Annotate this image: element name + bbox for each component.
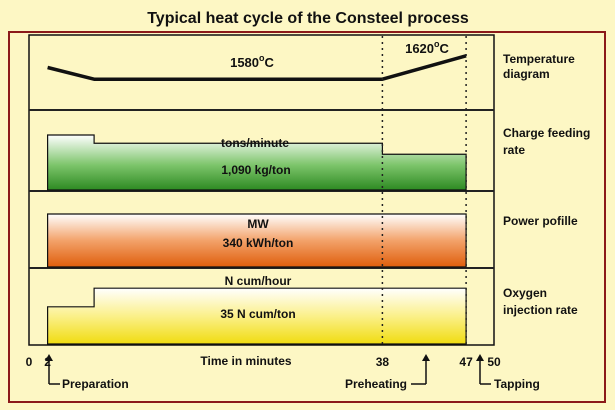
charge-feeding-area: [47, 134, 467, 191]
tapping-arrow-icon: [476, 354, 491, 385]
power-rate-label: MW: [247, 217, 269, 231]
charge-panel-label: Charge feeding rate: [503, 126, 594, 157]
diagram-title: Typical heat cycle of the Consteel proce…: [147, 10, 469, 27]
temperature-profile-line: [47, 54, 467, 81]
oxygen-panel-label: Oxygen injection rate: [503, 286, 578, 317]
temperature-mid-label: 1580oC: [230, 53, 274, 70]
x-axis-ticks: 0 2 38 47 50: [26, 355, 501, 369]
x-axis-tick-label: 38: [376, 355, 390, 369]
oxygen-total-label: 35 N cum/ton: [220, 307, 295, 321]
x-axis-tick-label: 50: [487, 355, 501, 369]
temperature-end-label: 1620oC: [405, 39, 449, 56]
outer-frame: [8, 31, 606, 403]
charge-feeding-step: [47, 134, 467, 191]
charge-total-label: 1,090 kg/ton: [221, 163, 290, 177]
x-axis-label: Time in minutes: [200, 354, 291, 368]
preparation-label: Preparation: [62, 377, 129, 391]
x-axis-tick-label: 0: [26, 355, 33, 369]
preheating-label: Preheating: [345, 377, 407, 391]
power-panel-label: Power pofille: [503, 214, 578, 228]
preheating-arrow-icon: [411, 354, 430, 385]
charge-rate-label: tons/minute: [221, 136, 289, 150]
power-total-label: 340 kWh/ton: [223, 236, 294, 250]
preparation-arrow-icon: [45, 354, 60, 385]
tapping-label: Tapping: [494, 377, 540, 391]
oxygen-rate-label: N cum/hour: [225, 274, 292, 288]
power-step: [47, 213, 467, 268]
x-axis-tick-label: 47: [459, 355, 473, 369]
temperature-panel-label: Temperature diagram: [503, 52, 578, 81]
x-axis-tick-label: 2: [44, 355, 51, 369]
power-area: [47, 213, 467, 268]
